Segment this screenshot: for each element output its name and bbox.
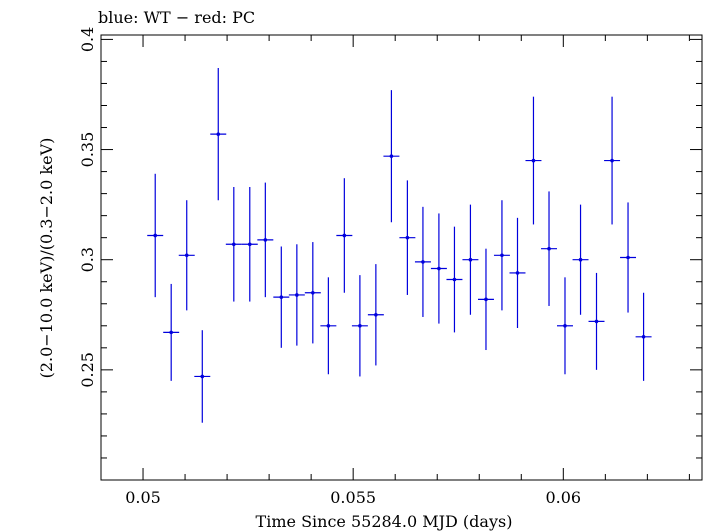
data-point bbox=[367, 264, 384, 366]
x-tick-label: 0.055 bbox=[330, 488, 376, 507]
data-point bbox=[399, 180, 416, 295]
point-marker bbox=[610, 158, 614, 163]
point-marker bbox=[184, 253, 189, 258]
data-point bbox=[620, 202, 637, 313]
data-point bbox=[320, 277, 337, 375]
data-point bbox=[210, 68, 227, 201]
y-tick-label: 0.35 bbox=[78, 132, 97, 168]
point-marker bbox=[547, 246, 551, 251]
data-point bbox=[477, 248, 494, 351]
point-marker bbox=[169, 330, 173, 335]
point-marker bbox=[389, 154, 394, 158]
data-point bbox=[493, 200, 510, 311]
point-marker bbox=[153, 233, 158, 238]
data-point bbox=[273, 246, 290, 348]
x-axis-label: Time Since 55284.0 MJD (days) bbox=[256, 512, 513, 531]
x-tick-label: 0.05 bbox=[125, 488, 161, 507]
data-point bbox=[304, 242, 321, 344]
point-marker bbox=[500, 253, 504, 258]
x-tick-label: 0.06 bbox=[545, 488, 581, 507]
point-marker bbox=[295, 293, 299, 297]
point-marker bbox=[468, 257, 473, 262]
data-point bbox=[430, 213, 447, 324]
data-point bbox=[525, 96, 542, 225]
data-point bbox=[557, 277, 573, 375]
data-point bbox=[414, 206, 431, 317]
data-point bbox=[241, 187, 258, 302]
y-tick-label: 0.25 bbox=[78, 352, 97, 388]
data-point bbox=[288, 244, 305, 346]
point-marker bbox=[374, 312, 378, 317]
point-marker bbox=[452, 277, 457, 282]
point-marker bbox=[263, 238, 268, 242]
point-marker bbox=[232, 242, 236, 247]
point-marker bbox=[578, 257, 583, 262]
point-marker bbox=[405, 235, 410, 240]
point-marker bbox=[515, 271, 520, 275]
data-point bbox=[588, 272, 605, 370]
point-marker bbox=[641, 335, 646, 339]
point-marker bbox=[311, 290, 315, 295]
data-point bbox=[336, 178, 353, 293]
data-point bbox=[351, 275, 368, 377]
point-marker bbox=[626, 255, 630, 260]
data-point bbox=[147, 173, 164, 298]
point-marker bbox=[216, 132, 221, 136]
data-point bbox=[572, 204, 589, 315]
data-point bbox=[635, 292, 652, 381]
point-marker bbox=[421, 260, 425, 264]
y-tick-label: 0.3 bbox=[78, 247, 97, 272]
point-marker bbox=[563, 323, 567, 328]
chart-title: blue: WT − red: PC bbox=[98, 8, 255, 27]
axis-ticks: 0.05 0.055 0.06 0.25 0.3 0.35 0.4 bbox=[78, 27, 702, 507]
data-point bbox=[604, 96, 621, 225]
point-marker bbox=[279, 295, 284, 299]
data-point bbox=[383, 90, 400, 223]
point-marker bbox=[358, 323, 362, 328]
point-marker bbox=[531, 158, 536, 163]
data-point bbox=[194, 330, 211, 423]
data-point bbox=[509, 217, 526, 328]
plot-frame bbox=[100, 34, 703, 481]
data-point bbox=[462, 204, 479, 315]
point-marker bbox=[342, 233, 347, 238]
point-marker bbox=[326, 323, 331, 328]
point-marker bbox=[437, 266, 441, 271]
point-marker bbox=[247, 242, 252, 247]
point-marker bbox=[200, 374, 205, 379]
data-points bbox=[147, 68, 652, 423]
data-point bbox=[446, 226, 463, 333]
data-point bbox=[178, 200, 195, 311]
point-marker bbox=[594, 319, 599, 324]
y-tick-label: 0.4 bbox=[78, 27, 97, 52]
point-marker bbox=[484, 297, 488, 302]
data-point bbox=[163, 283, 180, 381]
data-point bbox=[257, 182, 274, 298]
data-point bbox=[225, 187, 242, 302]
y-axis-label: (2.0−10.0 keV)/(0.3−2.0 keV) bbox=[37, 138, 56, 379]
data-point bbox=[541, 191, 558, 306]
